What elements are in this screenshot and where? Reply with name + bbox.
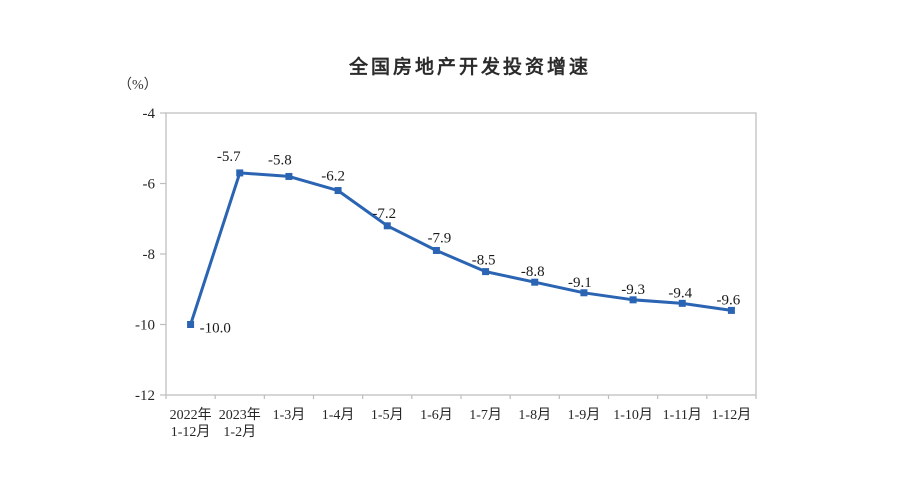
x-tick-label: 1-2月 <box>223 424 256 440</box>
plot-border <box>165 112 757 396</box>
data-label: -7.9 <box>428 230 452 246</box>
y-tick-label: -12 <box>135 388 155 404</box>
y-tick-label: -6 <box>143 177 156 193</box>
x-tick-label: 1-6月 <box>420 407 453 423</box>
data-label: -9.3 <box>621 282 645 298</box>
data-label: -5.8 <box>268 152 292 168</box>
x-tick-label: 1-3月 <box>273 407 306 423</box>
y-tick-label: -8 <box>143 247 156 263</box>
y-axis-unit-label: （%） <box>118 78 158 93</box>
x-tick-label: 1-12月 <box>712 407 752 423</box>
data-point-marker <box>432 246 440 254</box>
data-point-marker <box>236 169 244 177</box>
data-point-marker <box>383 222 391 230</box>
data-point-marker <box>727 306 735 314</box>
data-point-marker <box>285 172 293 180</box>
x-tick-label: 1-4月 <box>322 407 355 423</box>
y-tick-label: -4 <box>143 106 156 122</box>
x-tick-label: 1-5月 <box>371 407 404 423</box>
data-label: -9.6 <box>717 292 741 308</box>
data-label: -8.8 <box>521 264 545 280</box>
data-label: -8.5 <box>472 253 496 269</box>
data-label: -6.2 <box>321 169 345 185</box>
data-point-marker <box>678 299 686 307</box>
data-point-marker <box>531 278 539 286</box>
x-tick-label: 2023年 <box>219 407 261 423</box>
y-tick-label: -10 <box>135 318 155 334</box>
data-point-marker <box>580 289 588 297</box>
data-point-marker <box>334 187 342 195</box>
data-label: -5.7 <box>217 149 241 165</box>
data-label: -9.1 <box>568 275 592 291</box>
x-tick-label: 1-11月 <box>663 407 702 423</box>
chart-title: 全国房地产开发投资增速 <box>348 57 591 78</box>
data-point-marker <box>482 268 490 276</box>
data-point-marker <box>629 296 637 304</box>
data-point-marker <box>187 321 195 328</box>
data-label: -10.0 <box>200 321 231 337</box>
x-tick-label: 1-7月 <box>469 407 502 423</box>
x-tick-label: 1-12月 <box>171 424 211 440</box>
data-label: -7.2 <box>372 206 396 222</box>
x-tick-label: 1-8月 <box>518 407 551 423</box>
x-tick-label: 1-10月 <box>613 407 653 423</box>
x-tick-label: 2022年 <box>170 407 212 423</box>
series-line <box>189 171 733 326</box>
x-tick-label: 1-9月 <box>568 407 601 423</box>
data-label: -9.4 <box>668 285 692 301</box>
